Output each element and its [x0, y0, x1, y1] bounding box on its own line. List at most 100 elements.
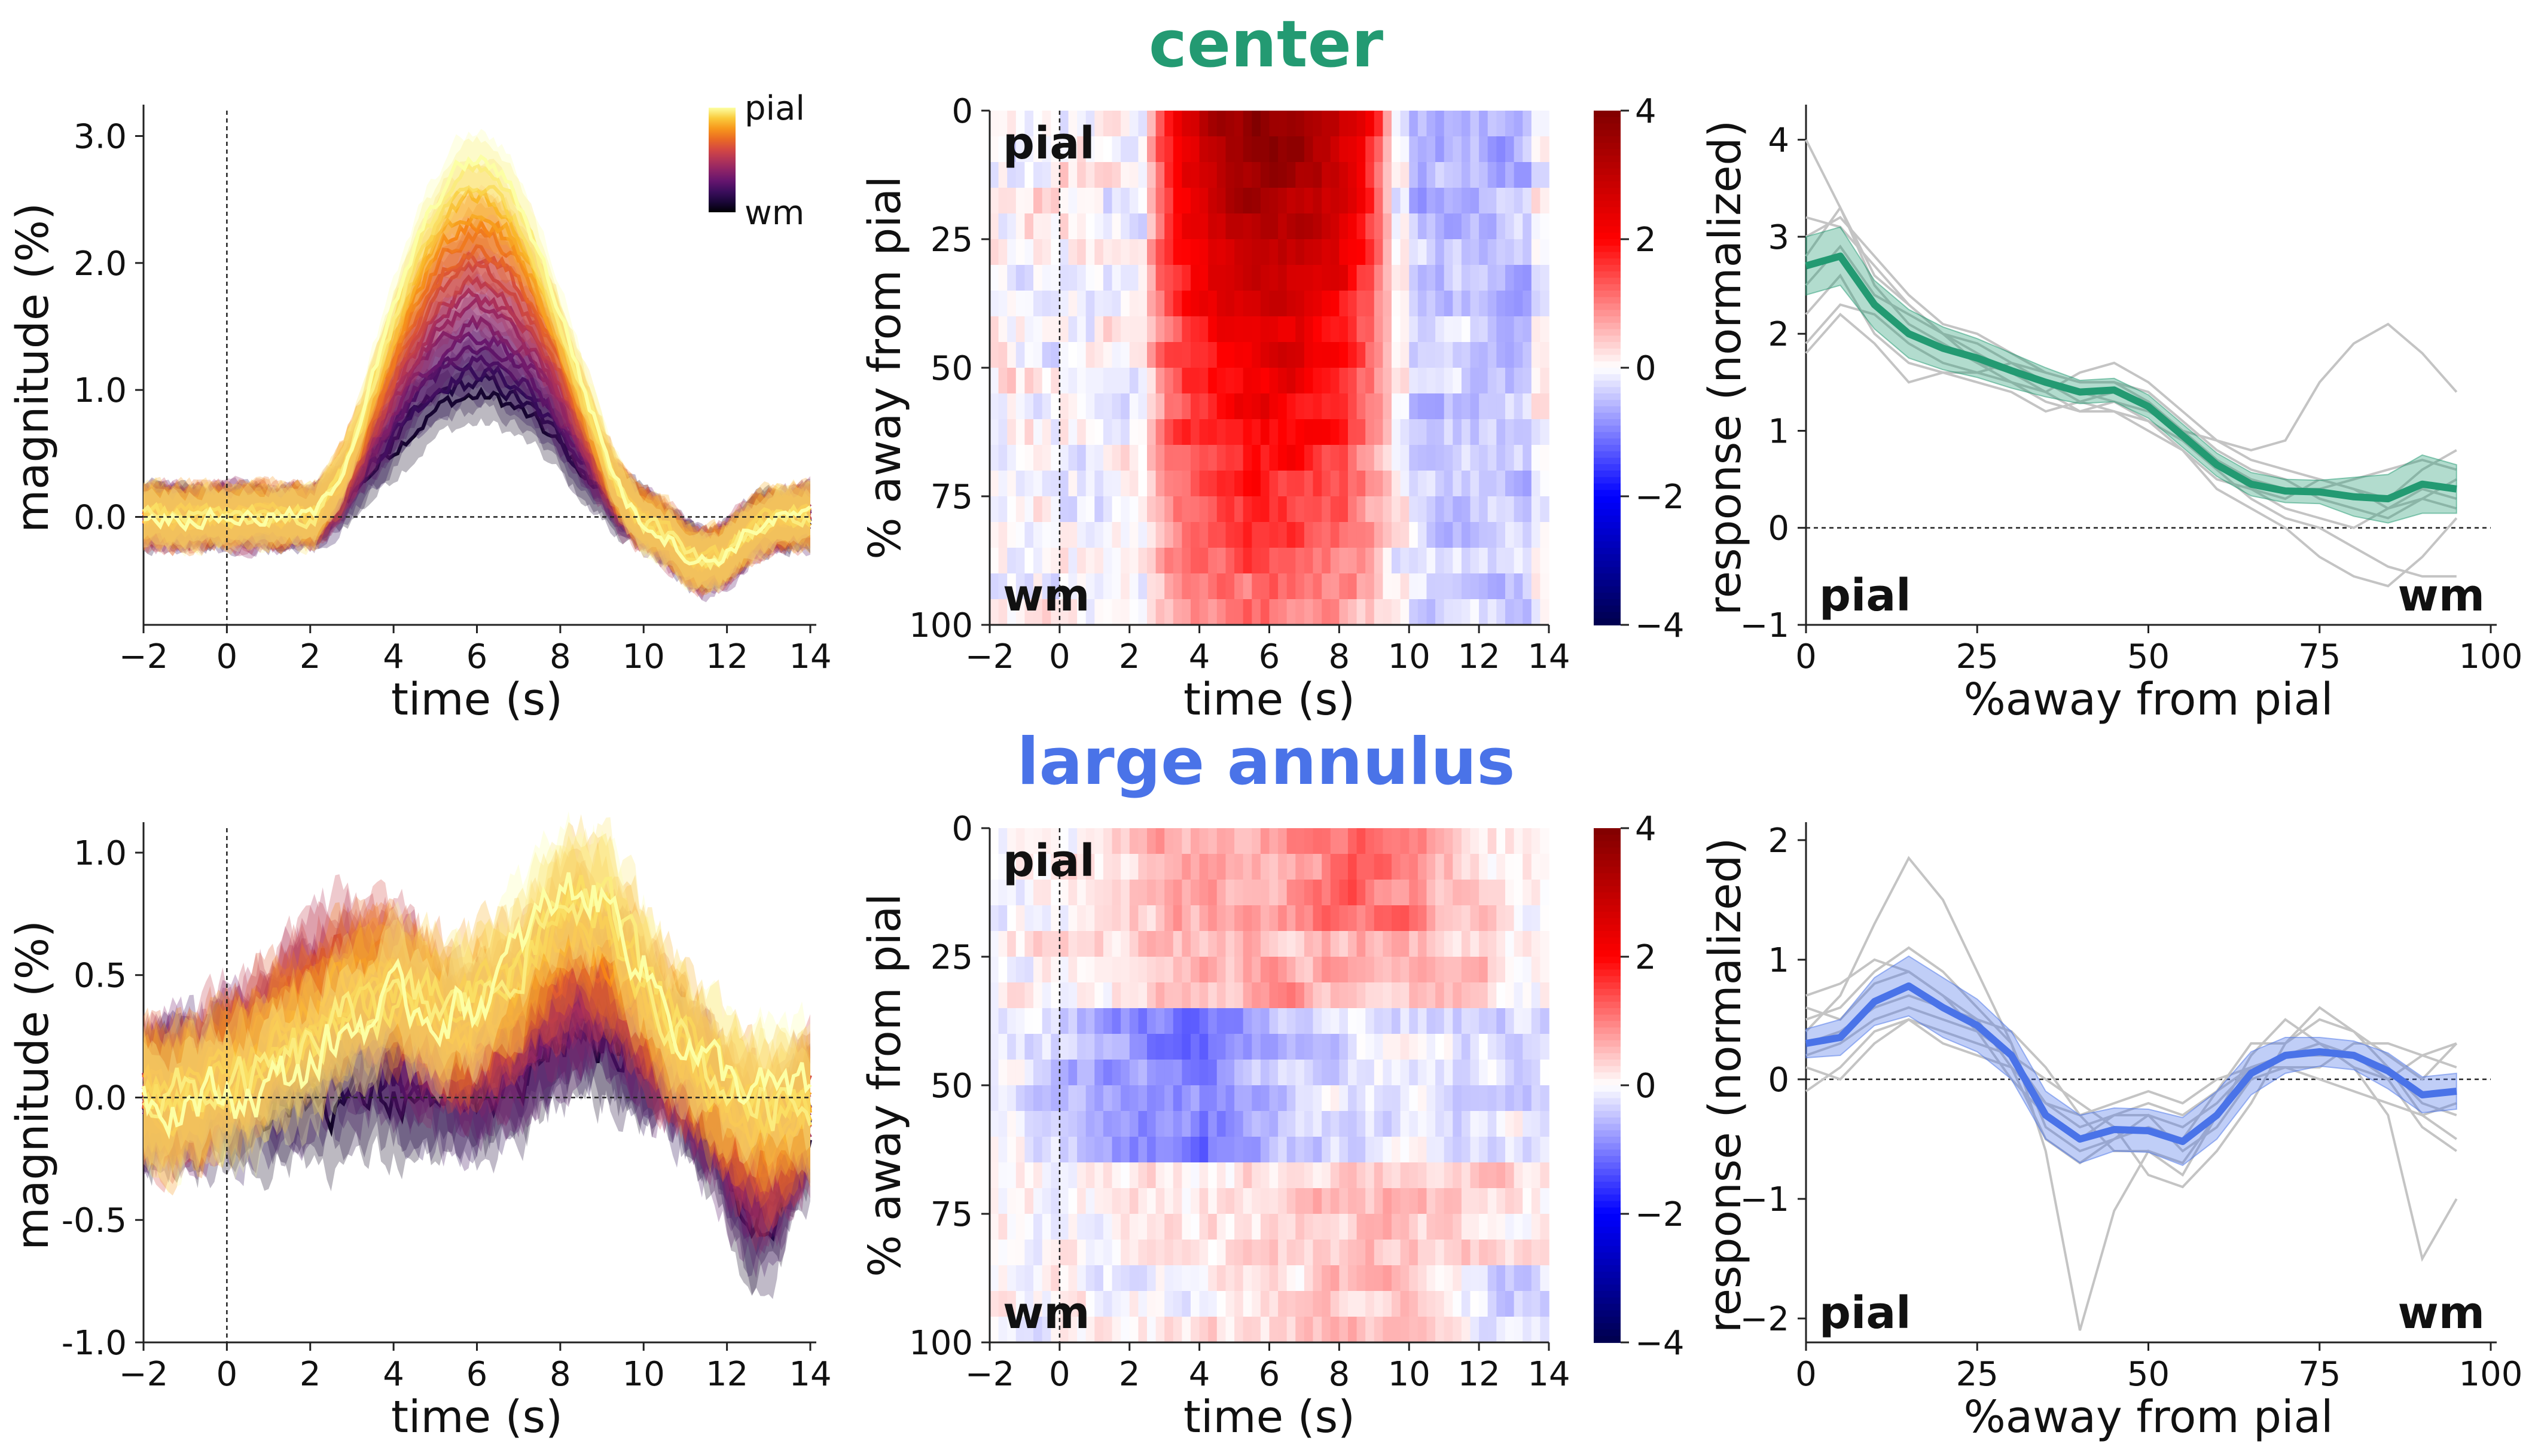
- heatmap-cell: [1505, 599, 1515, 625]
- heatmap-cell: [1409, 496, 1418, 523]
- heatmap-cell: [1182, 1317, 1191, 1343]
- heatmap-cell: [1322, 957, 1331, 983]
- heatmap-cell: [1392, 931, 1401, 957]
- heatmap-cell: [1191, 162, 1200, 188]
- heatmap-cell: [1365, 342, 1375, 368]
- heatmap-cell: [1260, 880, 1270, 906]
- heatmap-cell: [1199, 239, 1209, 265]
- heatmap-cell: [1077, 854, 1087, 880]
- heatmap-cell: [1392, 239, 1401, 265]
- heatmap-cell: [1059, 1008, 1069, 1034]
- heatmap-cell: [1007, 1060, 1017, 1086]
- heatmap-cell: [1155, 162, 1165, 188]
- heatmap-cell: [1479, 1162, 1488, 1189]
- heatmap-cell: [1147, 291, 1157, 317]
- colorbar-segment: [1594, 252, 1621, 260]
- heatmap-cell: [1461, 239, 1471, 265]
- heatmap-cell: [1400, 1034, 1410, 1060]
- heatmap-cell: [1444, 905, 1454, 932]
- heatmap-cell: [1496, 342, 1506, 368]
- heatmap-cell: [1191, 239, 1200, 265]
- heatmap-cell: [1103, 213, 1113, 240]
- colorbar-segment: [1594, 911, 1621, 919]
- heatmap-cell: [990, 1085, 999, 1112]
- heatmap-cell: [1138, 1008, 1148, 1034]
- heatmap-cell: [1453, 342, 1462, 368]
- heatmap-cell: [1051, 1008, 1060, 1034]
- heatmap-cell: [1103, 162, 1113, 188]
- heatmap-cell: [1199, 931, 1209, 957]
- heatmap-cell: [1269, 111, 1279, 137]
- heatmap-cell: [1374, 368, 1384, 394]
- heatmap-cell: [1077, 239, 1087, 265]
- heatmap-cell: [1330, 1008, 1340, 1034]
- heatmap-cell: [1173, 188, 1183, 214]
- heatmap-cell: [1400, 213, 1410, 240]
- heatmap-cell: [1059, 1137, 1069, 1163]
- heatmap-cell: [1531, 957, 1541, 983]
- heatmap-cell: [1330, 213, 1340, 240]
- heatmap-cell: [1024, 1085, 1034, 1112]
- heatmap-cell: [1409, 188, 1418, 214]
- heatmap-cell: [1216, 265, 1227, 291]
- heatmap-cell: [1199, 1085, 1209, 1112]
- heatmap-cell: [1225, 1214, 1235, 1240]
- heatmap-cell: [1042, 136, 1052, 163]
- heatmap-cell: [1260, 1137, 1270, 1163]
- heatmap-cell: [1225, 1265, 1235, 1292]
- heatmap-cell: [1225, 828, 1235, 854]
- heatmap-cell: [1225, 419, 1235, 445]
- heatmap-cell: [1286, 1214, 1296, 1240]
- heatmap-cell: [1470, 342, 1479, 368]
- heatmap-cell: [1417, 291, 1427, 317]
- heatmap-cell: [1068, 1265, 1078, 1292]
- heatmap-cell: [998, 239, 1008, 265]
- colorbar-segment: [1594, 841, 1621, 848]
- heatmap-cell: [1033, 368, 1043, 394]
- heatmap-cell: [1077, 1240, 1087, 1266]
- heatmap-cell: [1278, 265, 1288, 291]
- heatmap-cell: [1121, 905, 1130, 932]
- heatmap-cell: [1531, 265, 1541, 291]
- heatmap-cell: [1199, 188, 1209, 214]
- heatmap-cell: [1216, 1162, 1227, 1189]
- heatmap-cell: [1191, 213, 1200, 240]
- colorbar-segment: [1594, 342, 1621, 349]
- heatmap-cell: [1365, 419, 1375, 445]
- heatmap-cell: [1103, 471, 1113, 497]
- y-tick-label: 25: [931, 221, 973, 260]
- heatmap-cell: [1103, 1240, 1113, 1266]
- heatmap-cell: [1129, 1214, 1139, 1240]
- heatmap-cell: [1024, 368, 1034, 394]
- heatmap-cell: [1260, 1060, 1270, 1086]
- heatmap-cell: [1269, 162, 1279, 188]
- heatmap-cell: [1514, 548, 1523, 574]
- heatmap-cell: [1015, 905, 1026, 932]
- heatmap-cell: [1164, 931, 1174, 957]
- heatmap-cell: [1103, 1085, 1113, 1112]
- heatmap-cell: [1094, 419, 1104, 445]
- heatmap-cell: [1496, 931, 1506, 957]
- heatmap-cell: [1392, 1137, 1401, 1163]
- heatmap-cell: [1155, 1060, 1165, 1086]
- heatmap-cell: [1487, 1214, 1497, 1240]
- heatmap-cell: [1234, 213, 1244, 240]
- heatmap-cell: [1199, 1240, 1209, 1266]
- heatmap-cell: [1496, 213, 1506, 240]
- heatmap-cell: [1077, 522, 1087, 548]
- heatmap-cell: [1479, 291, 1488, 317]
- colorbar-segment: [1594, 1091, 1621, 1099]
- heatmap-cell: [1374, 548, 1384, 574]
- heatmap-cell: [1453, 1085, 1462, 1112]
- colorbar-segment: [1594, 567, 1621, 574]
- heatmap-cell: [1234, 1240, 1244, 1266]
- heatmap-cell: [998, 573, 1008, 600]
- heatmap-cell: [1540, 1060, 1549, 1086]
- heatmap-cell: [1514, 1008, 1523, 1034]
- heatmap-cell: [1330, 342, 1340, 368]
- heatmap-cell: [1330, 162, 1340, 188]
- y-tick-label: 0: [951, 92, 973, 131]
- heatmap-cell: [1068, 1085, 1078, 1112]
- colorbar-segment: [1594, 1259, 1621, 1266]
- heatmap-cell: [1295, 213, 1305, 240]
